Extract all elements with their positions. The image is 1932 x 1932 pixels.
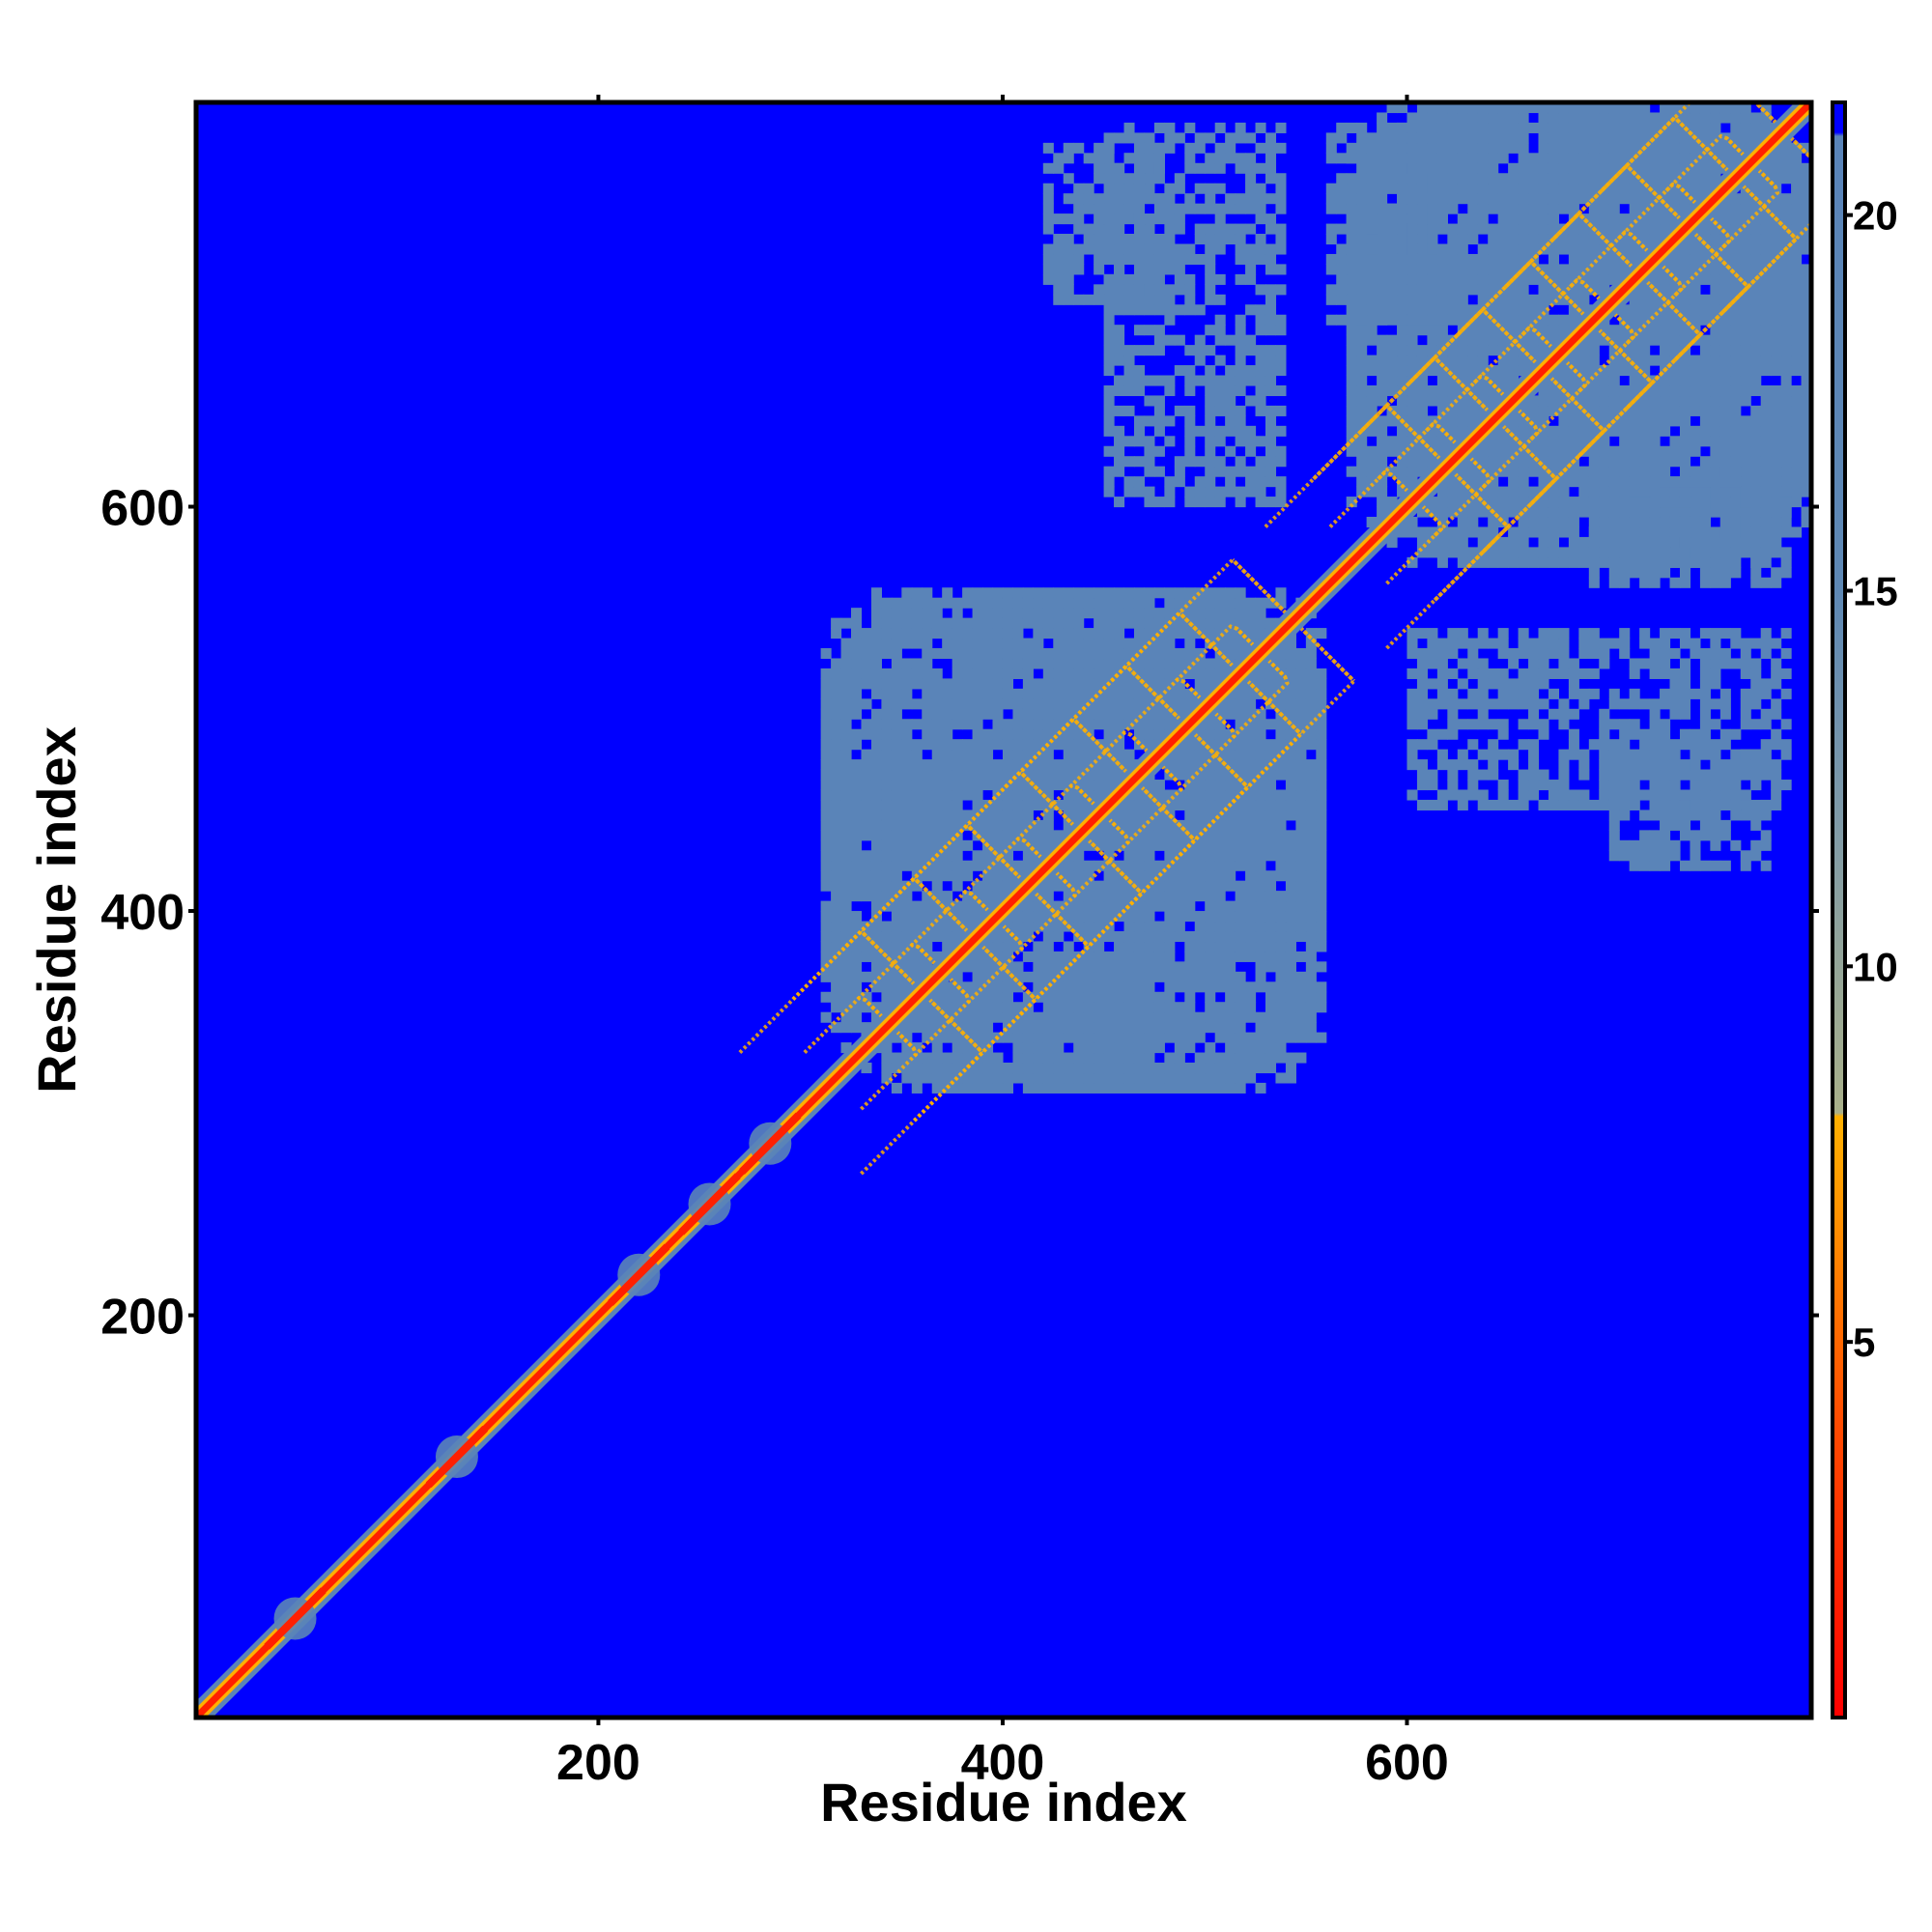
heatmap-layer <box>196 102 1811 1718</box>
sheet-contact-pattern <box>738 102 1811 1176</box>
diagonal-band <box>196 102 1811 1718</box>
y-axis-title: Residue index <box>26 726 87 1094</box>
domain-contact-region <box>820 587 1327 1094</box>
x-tick-label: 400 <box>961 1735 1045 1791</box>
colorbar-tick-label: 10 <box>1853 944 1898 989</box>
x-axis-title: Residue index <box>820 1772 1187 1833</box>
x-tick-label: 600 <box>1365 1735 1449 1791</box>
y-tick-label: 600 <box>100 481 185 537</box>
colorbar-scale <box>1831 100 1847 1719</box>
colorbar-tick-label: 15 <box>1853 568 1898 613</box>
x-axis: 200 400 600 <box>556 95 1449 1791</box>
x-tick-label: 200 <box>556 1735 640 1791</box>
colorbar-tick-label: 20 <box>1853 193 1898 239</box>
y-axis: 200 400 600 <box>100 481 1819 1346</box>
colorbar: 5 10 15 20 <box>1831 100 1898 1719</box>
colorbar-tick-label: 5 <box>1853 1320 1875 1365</box>
y-tick-label: 200 <box>100 1290 185 1346</box>
y-tick-label: 400 <box>100 885 185 941</box>
inter-domain-contacts <box>1042 122 1792 871</box>
